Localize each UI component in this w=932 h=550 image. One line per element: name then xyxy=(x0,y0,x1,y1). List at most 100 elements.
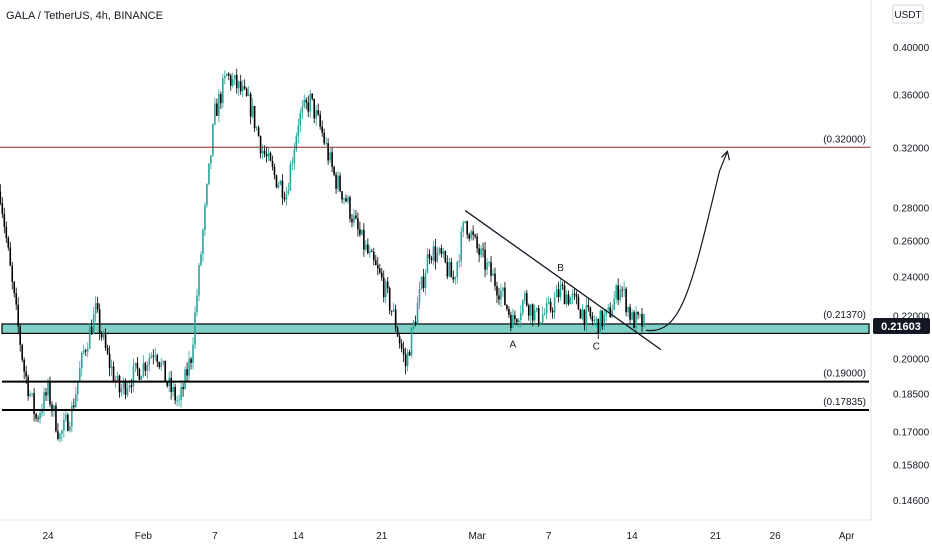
candle-body xyxy=(176,400,178,402)
candle-body xyxy=(384,281,387,298)
candle-body xyxy=(591,316,594,322)
candle-body xyxy=(92,314,95,334)
candle-body xyxy=(29,394,31,397)
candle-body xyxy=(621,289,623,291)
candle-body xyxy=(539,322,542,325)
candle-body xyxy=(224,76,226,79)
time-tick-label: 7 xyxy=(546,531,552,542)
candle-body xyxy=(627,307,629,313)
candle-body xyxy=(601,310,604,327)
candle-body xyxy=(313,98,316,119)
candle-body xyxy=(492,273,494,276)
price-tick-label: 0.20000 xyxy=(893,355,930,366)
wave-label: A xyxy=(510,339,517,350)
candle-body xyxy=(581,309,584,319)
candle-body xyxy=(494,273,496,287)
candle-body xyxy=(454,276,457,280)
candle-body xyxy=(396,328,399,337)
candle-body xyxy=(569,297,572,305)
candle-body xyxy=(589,307,592,317)
time-tick-label: Feb xyxy=(135,531,153,542)
candle-body xyxy=(472,231,474,235)
candle-body xyxy=(249,93,252,117)
candle-body xyxy=(402,348,405,355)
candle-body xyxy=(210,155,212,164)
candle-body xyxy=(422,276,425,288)
candle-body xyxy=(355,215,357,219)
price-tick-label: 0.26000 xyxy=(893,237,930,248)
candle-body xyxy=(394,309,397,329)
candle-body xyxy=(543,313,546,315)
candle-body xyxy=(641,314,643,327)
price-tick-label: 0.22000 xyxy=(893,312,930,323)
time-tick-label: 7 xyxy=(212,531,218,542)
candle-body xyxy=(464,221,466,223)
candle-body xyxy=(434,246,437,262)
candle-body xyxy=(317,110,319,115)
time-tick-label: 21 xyxy=(376,531,388,542)
candle-body xyxy=(35,413,37,419)
candle-body xyxy=(577,296,580,310)
candle-body xyxy=(263,150,266,155)
candle-body xyxy=(5,226,8,238)
candle-body xyxy=(537,307,540,325)
price-tick-label: 0.14600 xyxy=(893,496,930,507)
time-tick-label: Apr xyxy=(839,531,855,542)
candle-body xyxy=(522,300,524,313)
candle-body xyxy=(484,249,486,270)
candle-body xyxy=(593,320,596,322)
candle-body xyxy=(470,231,472,239)
candle-body xyxy=(327,143,329,161)
price-tick-label: 0.36000 xyxy=(893,90,930,101)
candle-body xyxy=(235,75,238,89)
time-tick-label: 14 xyxy=(293,531,305,542)
candle-body xyxy=(122,380,125,389)
candle-body xyxy=(11,265,14,282)
time-axis-background xyxy=(0,520,932,550)
candle-body xyxy=(611,309,614,318)
candle-body xyxy=(631,312,633,320)
candle-body xyxy=(104,334,107,349)
candle-body xyxy=(319,114,321,127)
candle-body xyxy=(222,78,224,104)
candle-body xyxy=(504,287,506,305)
candle-body xyxy=(329,152,331,161)
candle-body xyxy=(369,251,371,254)
candle-body xyxy=(202,230,204,255)
price-axis[interactable]: 0.14600 0.15800 0.17000 0.18500 0.20000 0.220… xyxy=(870,0,932,520)
candle-body xyxy=(533,310,536,321)
candle-body xyxy=(255,127,258,129)
candle-body xyxy=(134,362,137,366)
candle-body xyxy=(110,366,113,369)
candle-body xyxy=(392,309,395,312)
candle-body xyxy=(98,309,101,333)
candle-body xyxy=(609,307,612,318)
candle-body xyxy=(128,385,131,389)
candle-body xyxy=(512,315,514,328)
candle-body xyxy=(180,387,182,400)
candle-body xyxy=(430,258,433,261)
candle-body xyxy=(597,318,600,334)
candle-body xyxy=(63,419,65,431)
candle-body xyxy=(1,202,4,214)
candle-body xyxy=(458,261,461,263)
candle-body xyxy=(450,261,453,278)
candle-body xyxy=(37,418,39,420)
candle-body xyxy=(599,310,602,334)
candle-body xyxy=(583,309,586,325)
candle-body xyxy=(518,320,520,323)
candle-body xyxy=(325,143,327,144)
candle-body xyxy=(353,215,355,223)
candle-body xyxy=(388,288,391,311)
candle-body xyxy=(363,229,365,250)
time-axis[interactable]: 24 Feb 7 14 21 Mar 7 14 21 26 Apr xyxy=(0,519,932,550)
candle-body xyxy=(25,371,27,377)
candle-body xyxy=(61,430,63,434)
candle-body xyxy=(424,273,427,288)
candle-body xyxy=(138,368,141,380)
candle-body xyxy=(269,152,272,161)
wave-label: C xyxy=(593,342,600,353)
candle-body xyxy=(295,136,298,150)
time-tick-label: 14 xyxy=(627,531,639,542)
